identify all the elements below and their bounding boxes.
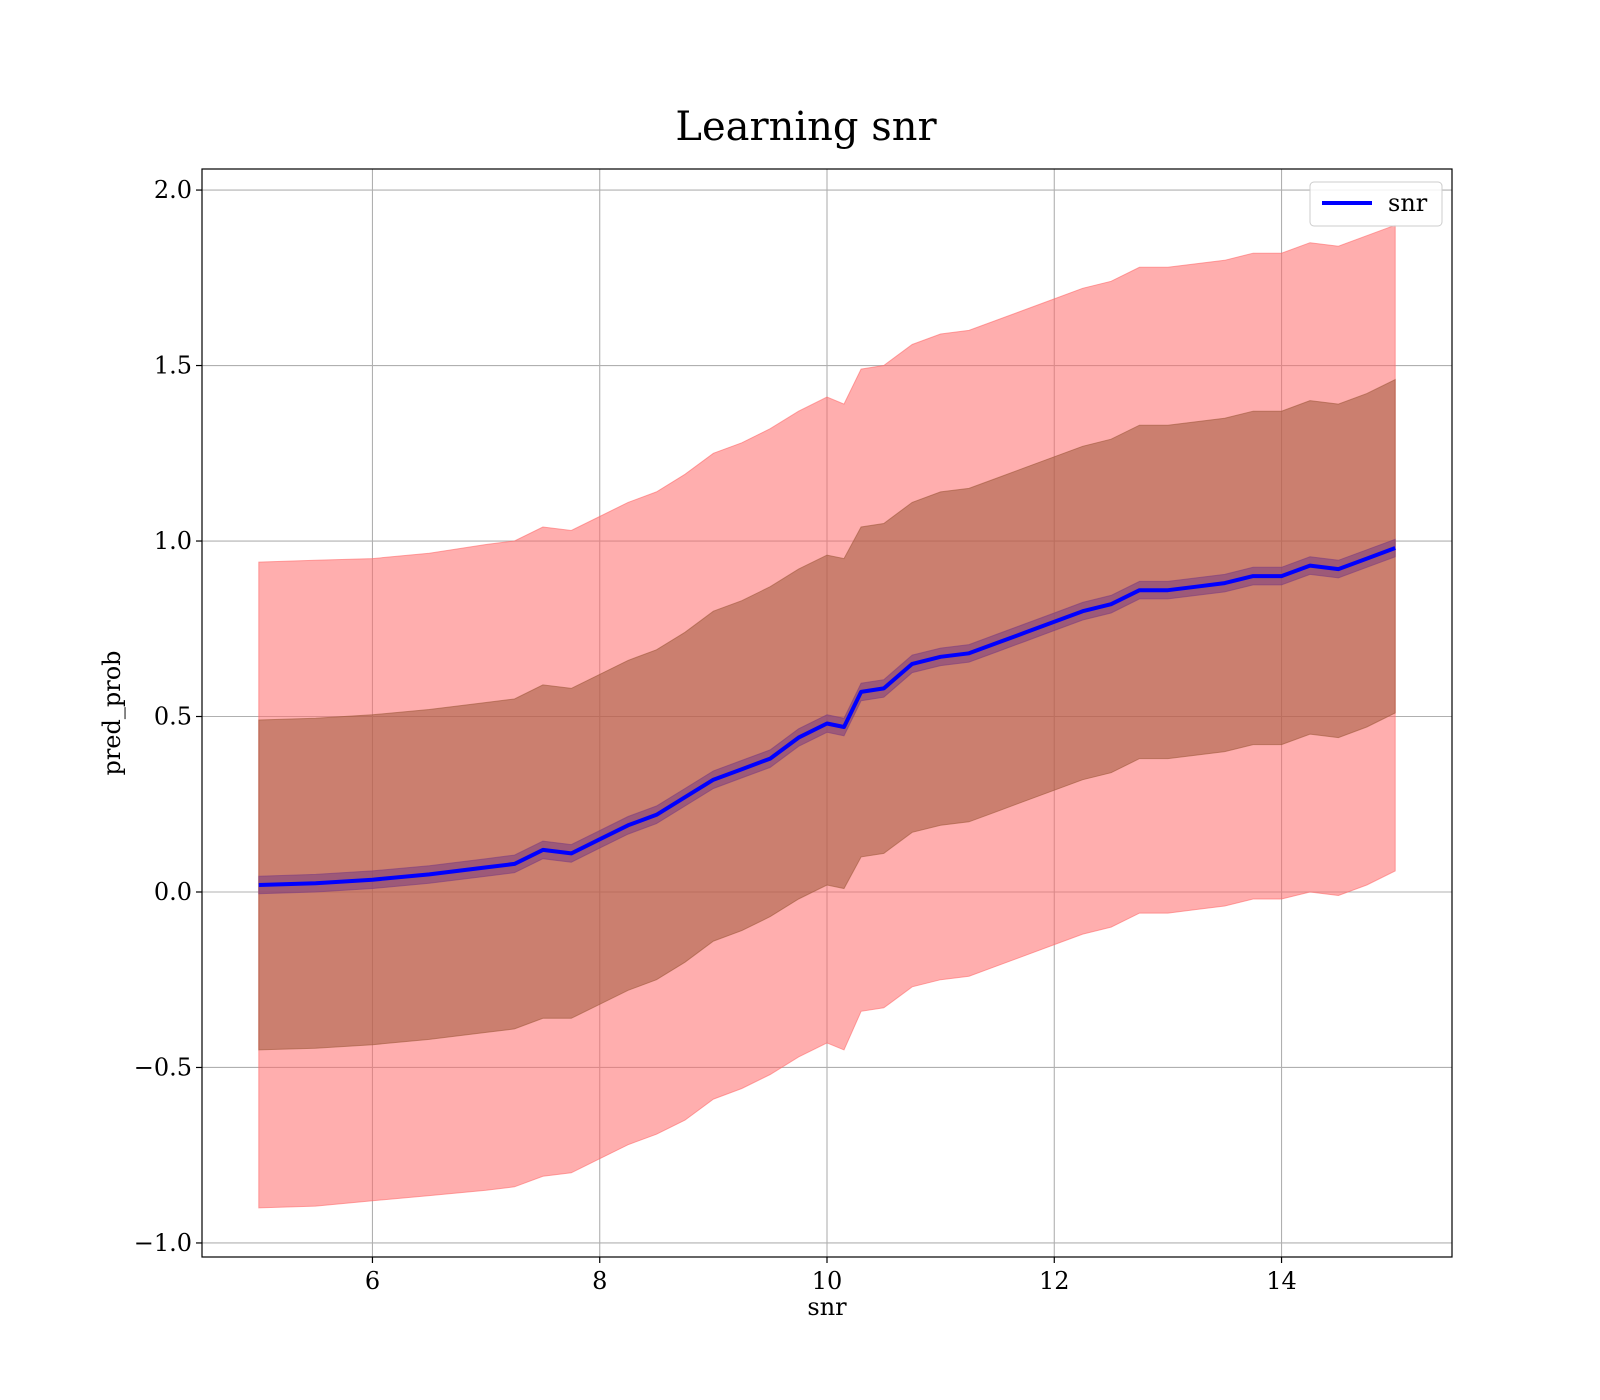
y-tick-label: −0.5 — [134, 1053, 192, 1081]
confidence-bands — [258, 224, 1396, 1209]
y-tick-label: 0.0 — [154, 878, 192, 906]
axis-ticks: 6 8 10 12 14 −1.0 −0.5 0.0 0.5 1.0 1.5 2.0 — [134, 176, 1297, 1295]
y-tick-label: 1.0 — [154, 527, 192, 555]
series-lines — [258, 546, 1396, 887]
chart-title: Learning snr — [675, 104, 937, 150]
y-tick-label: 0.5 — [154, 703, 192, 731]
inner-band — [258, 538, 1396, 895]
x-tick-label: 14 — [1266, 1267, 1297, 1295]
x-tick-label: 8 — [592, 1267, 607, 1295]
legend: snr — [1309, 181, 1443, 227]
legend-entry: snr — [1388, 189, 1428, 217]
y-tick-label: −1.0 — [134, 1229, 192, 1257]
series-line-snr — [258, 546, 1396, 887]
y-axis-label: pred_prob — [98, 650, 126, 775]
y-tick-label: 2.0 — [154, 176, 192, 204]
x-axis-label: snr — [807, 1293, 847, 1321]
x-tick-label: 6 — [365, 1267, 380, 1295]
x-tick-label: 12 — [1039, 1267, 1070, 1295]
x-tick-label: 10 — [812, 1267, 843, 1295]
legend-box — [1309, 181, 1443, 227]
y-tick-label: 1.5 — [154, 352, 192, 380]
